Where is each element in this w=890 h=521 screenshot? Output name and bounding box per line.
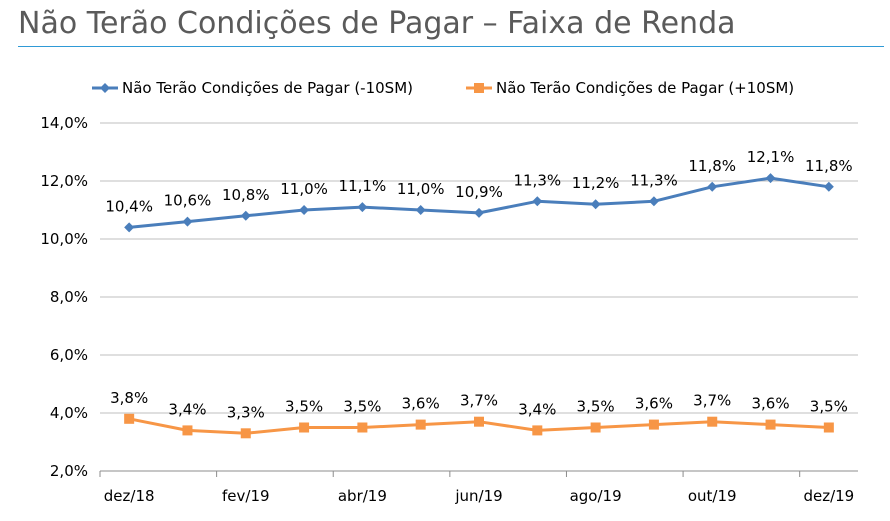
data-point [357,422,368,433]
data-point [124,222,135,233]
data-label: 3,5% [343,398,381,416]
data-label: 11,0% [397,180,445,198]
data-point [474,207,484,218]
x-tick-label: fev/19 [222,487,270,505]
data-point [240,428,251,439]
data-label: 3,6% [635,395,673,413]
legend-marker [100,83,110,93]
data-label: 3,7% [693,392,731,410]
data-label: 3,7% [460,392,498,410]
data-label: 11,1% [339,177,387,195]
data-point [182,425,193,436]
data-point [415,205,426,215]
y-tick-label: 2,0% [50,462,88,480]
data-point [182,216,193,227]
data-point [299,205,310,215]
x-tick-label: ago/19 [570,487,622,505]
data-point [823,181,834,192]
data-point [707,181,718,192]
data-label: 10,9% [455,183,503,201]
data-point [240,210,251,221]
data-point [415,419,426,430]
data-label: 11,0% [280,180,328,198]
data-label: 10,4% [105,197,153,215]
data-point [707,416,718,427]
data-label: 11,2% [572,174,620,192]
data-point [474,416,484,427]
data-point [299,422,310,433]
x-tick-label: jun/19 [454,487,502,505]
y-tick-label: 14,0% [40,114,88,132]
x-tick-label: out/19 [688,487,737,505]
title-underline [18,46,884,47]
data-label: 11,8% [688,157,736,175]
page-title: Não Terão Condições de Pagar – Faixa de … [18,6,736,41]
data-label: 10,8% [222,186,270,204]
x-tick-label: abr/19 [338,487,387,505]
data-label: 3,4% [168,400,206,418]
y-tick-label: 8,0% [50,288,88,306]
data-label: 3,6% [751,395,789,413]
data-label: 11,8% [805,157,853,175]
legend-marker [474,83,484,93]
data-label: 11,3% [513,171,561,189]
data-point [532,196,543,207]
x-tick-label: dez/19 [803,487,854,505]
data-point [357,202,368,213]
data-label: 12,1% [747,148,795,166]
data-label: 3,4% [518,400,556,418]
y-tick-label: 6,0% [50,346,88,364]
legend-entry: Não Terão Condições de Pagar (+10SM) [496,79,794,97]
data-label: 10,6% [164,192,212,210]
data-label: 3,8% [110,389,148,407]
data-point [590,422,601,433]
y-tick-label: 12,0% [40,172,88,190]
data-point [765,173,776,184]
data-point [124,413,135,424]
data-point [648,196,659,207]
data-point [648,419,659,430]
data-point [532,425,543,436]
data-point [590,199,601,210]
y-tick-label: 4,0% [50,404,88,422]
y-tick-label: 10,0% [40,230,88,248]
data-label: 11,3% [630,171,678,189]
data-label: 3,5% [577,398,615,416]
data-point [765,419,776,430]
data-label: 3,6% [402,395,440,413]
data-label: 3,3% [227,403,265,421]
x-tick-label: dez/18 [104,487,155,505]
legend-entry: Não Terão Condições de Pagar (-10SM) [122,79,413,97]
data-label: 3,5% [810,398,848,416]
data-point [823,422,834,433]
data-label: 3,5% [285,398,323,416]
